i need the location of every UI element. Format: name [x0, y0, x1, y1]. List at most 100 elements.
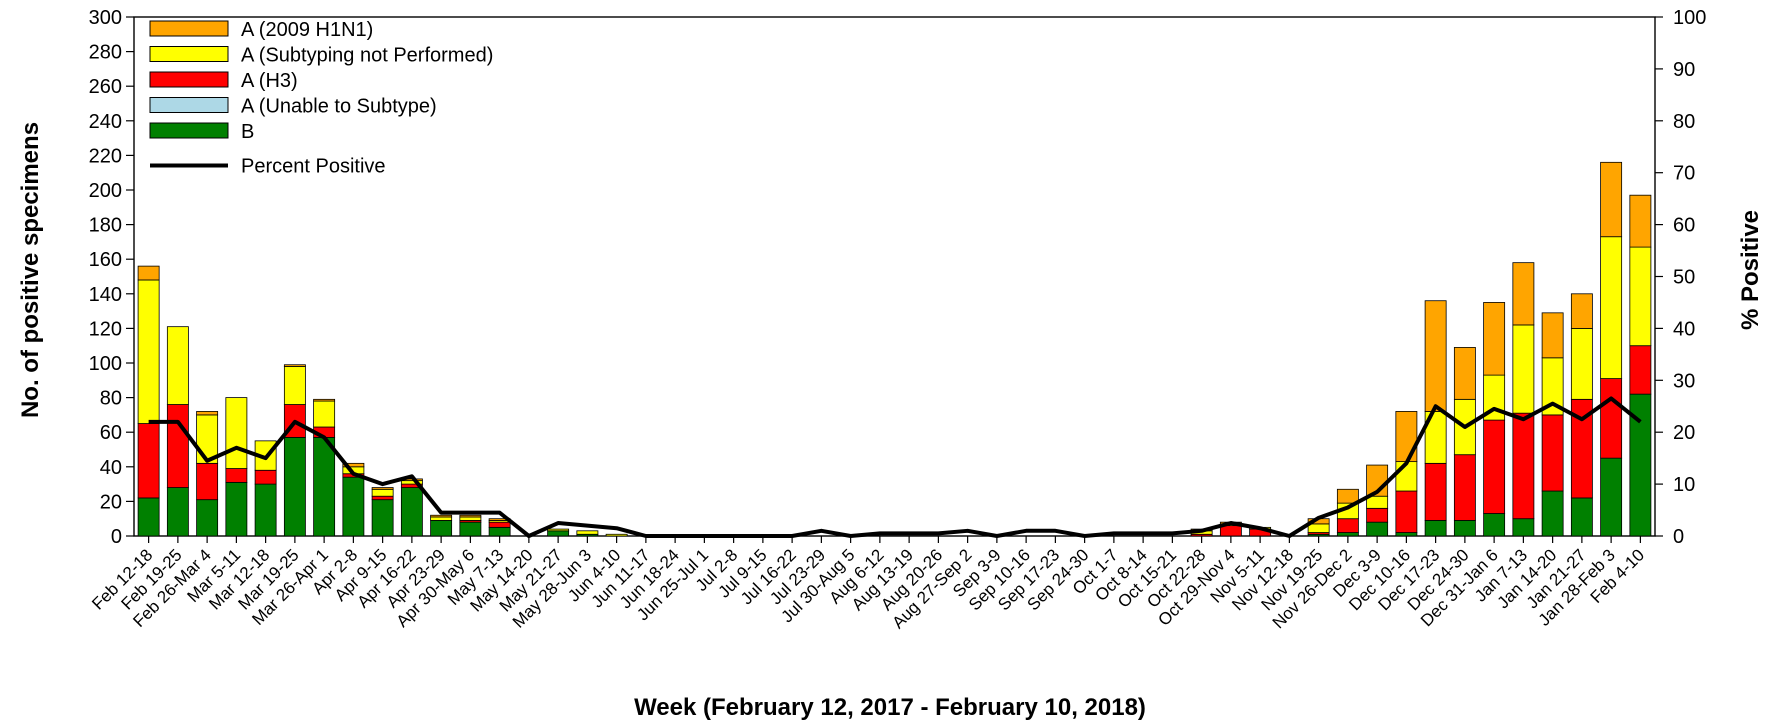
x-axis-title: Week (February 12, 2017 - February 10, 2…: [634, 694, 1146, 721]
bar-stack: [1453, 347, 1476, 537]
bar-segment: [225, 481, 248, 537]
bar-stack: [283, 364, 306, 537]
bar-stack: [1512, 262, 1535, 537]
legend-label: Percent Positive: [241, 156, 386, 178]
y2-tick-label: 70: [1673, 163, 1695, 185]
bar-stack: [225, 397, 248, 537]
percent-positive-line-group: [148, 396, 1642, 538]
legend-item: B: [149, 121, 254, 143]
bar-segment: [137, 265, 160, 281]
bar-stack: [137, 265, 160, 537]
y2-tick-label: 10: [1673, 474, 1695, 496]
bar-segment: [1307, 523, 1330, 533]
legend-label: A (H3): [241, 70, 298, 92]
legend-item: A (Subtyping not Performed): [149, 45, 493, 67]
y-tick-label: 240: [89, 111, 122, 133]
bar-segment: [1453, 454, 1476, 521]
bar-segment: [1629, 345, 1652, 395]
legend-item: A (Unable to Subtype): [149, 96, 437, 118]
bar-segment: [1453, 347, 1476, 400]
y-tick-label: 140: [89, 284, 122, 306]
bar-segment: [254, 483, 277, 537]
bar-segment: [1512, 518, 1535, 537]
bar-segment: [1336, 488, 1359, 504]
bar-segment: [547, 528, 570, 532]
y-tick-label: 0: [111, 526, 122, 548]
bar-stack: [166, 326, 189, 537]
bar-segment: [1512, 324, 1535, 414]
y2-tick-label: 40: [1673, 318, 1695, 340]
bar-segment: [1366, 521, 1389, 537]
legend-item: Percent Positive: [150, 156, 386, 178]
bar-stack: [1424, 300, 1447, 537]
bar-segment: [1336, 518, 1359, 533]
bar-segment: [488, 526, 511, 537]
legend-swatch: [149, 122, 229, 139]
bar-segment: [1629, 246, 1652, 347]
bar-segment: [313, 436, 336, 537]
legend-label: A (2009 H1N1): [241, 19, 373, 41]
bar-segment: [1629, 194, 1652, 248]
bar-segment: [1600, 236, 1623, 379]
bar-segment: [166, 487, 189, 537]
bar-segment: [605, 533, 628, 537]
y2-tick-label: 80: [1673, 111, 1695, 133]
bar-segment: [430, 516, 453, 521]
y2-tick-label: 60: [1673, 215, 1695, 237]
bar-segment: [225, 468, 248, 483]
bar-segment: [576, 530, 599, 535]
legend-swatch: [149, 71, 229, 88]
y-tick-label: 120: [89, 318, 122, 340]
bar-segment: [371, 499, 394, 537]
bar-segment: [1483, 419, 1506, 514]
bars: [137, 161, 1652, 537]
bar-segment: [1336, 532, 1359, 537]
bar-segment: [1600, 161, 1623, 238]
y2-tick-label: 100: [1673, 7, 1706, 29]
y2-tick-label: 90: [1673, 59, 1695, 81]
bar-stack: [1336, 488, 1359, 537]
legend-swatch: [149, 46, 229, 62]
y2-tick-label: 0: [1673, 526, 1684, 548]
legend-swatch: [149, 20, 229, 37]
bar-segment: [1600, 457, 1623, 537]
y-tick-label: 60: [100, 422, 122, 444]
bar-segment: [547, 530, 570, 537]
bar-stack: [1541, 312, 1564, 537]
bar-segment: [137, 423, 160, 499]
bar-segment: [459, 521, 482, 537]
legend-item: A (2009 H1N1): [149, 19, 373, 41]
bar-segment: [166, 326, 189, 405]
bar-segment: [166, 404, 189, 488]
bar-segment: [1395, 411, 1418, 463]
y-axis-title: No. of positive specimens: [17, 122, 44, 418]
bar-segment: [430, 514, 453, 518]
bar-stack: [371, 487, 394, 537]
bar-stack: [1629, 194, 1652, 537]
bar-segment: [1600, 378, 1623, 459]
legend-item: A (H3): [149, 70, 298, 92]
bar-stack: [400, 478, 423, 537]
y-tick-label: 40: [100, 457, 122, 479]
bar-stack: [488, 518, 511, 537]
legend-label: A (Subtyping not Performed): [241, 45, 493, 67]
bar-segment: [1570, 497, 1593, 537]
bar-segment: [1483, 513, 1506, 537]
bar-stack: [313, 398, 336, 537]
bar-segment: [342, 462, 365, 468]
bar-segment: [1219, 525, 1242, 537]
bar-segment: [1541, 490, 1564, 537]
bar-segment: [1424, 462, 1447, 521]
y-tick-label: 260: [89, 76, 122, 98]
legend: A (2009 H1N1) A (Subtyping not Performed)…: [149, 19, 493, 178]
bar-segment: [1424, 300, 1447, 412]
y2-tick-label: 30: [1673, 370, 1695, 392]
bar-stack: [1600, 161, 1623, 537]
bar-segment: [1424, 520, 1447, 537]
bar-segment: [196, 499, 219, 537]
y-tick-label: 160: [89, 249, 122, 271]
bar-stack: [1366, 464, 1389, 537]
bar-segment: [430, 520, 453, 537]
bar-segment: [313, 400, 336, 428]
